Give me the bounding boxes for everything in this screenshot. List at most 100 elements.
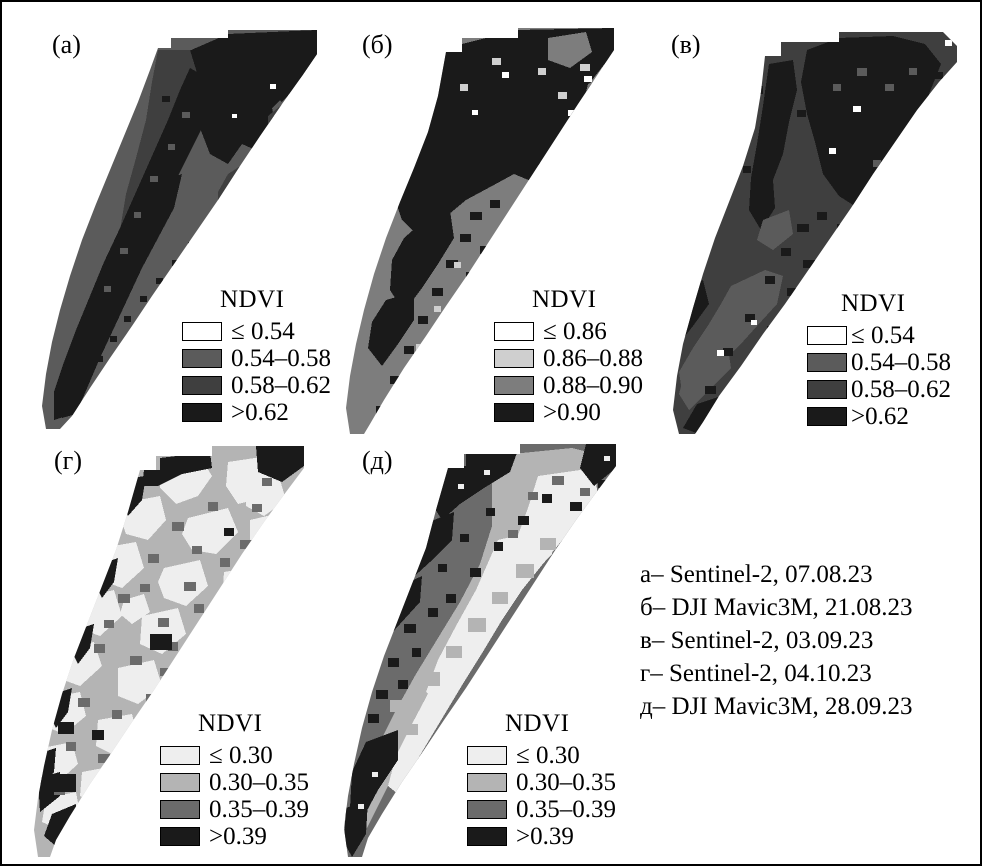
legend-d: NDVI ≤ 0.30 0.30–0.35 0.35–0.39 >0.39: [467, 710, 616, 850]
legend-v-row-4: >0.62: [807, 403, 951, 430]
caption-dash-b: –: [652, 594, 666, 621]
caption-text-v: Sentinel-2, 03.09.23: [670, 627, 874, 654]
legend-a-swatch-2: [182, 349, 222, 368]
caption-code-d: д: [640, 693, 653, 720]
panel-d: (д): [342, 442, 652, 857]
caption-code-b: б: [640, 594, 653, 621]
legend-v-row-2: 0.54–0.58: [807, 349, 951, 376]
legend-b-row-2: 0.86–0.88: [494, 345, 643, 372]
legend-g-swatch-3: [160, 800, 200, 819]
legend-v-text-4: >0.62: [851, 403, 909, 430]
panel-g: (г): [32, 442, 342, 857]
legend-v-text-2: 0.54–0.58: [851, 349, 951, 376]
legend-g-text-4: >0.39: [209, 823, 267, 850]
caption-key: а– Sentinel-2, 07.08.23 б– DJI Mavic3M, …: [640, 558, 912, 723]
caption-line-g: г– Sentinel-2, 04.10.23: [640, 657, 912, 690]
caption-code-g: г: [640, 660, 651, 687]
map-d: [342, 442, 652, 857]
legend-v-row-1: ≤ 0.54: [807, 322, 951, 349]
legend-a: NDVI ≤ 0.54 0.54–0.58 0.58–0.62 >0.62: [182, 286, 331, 426]
legend-b-swatch-1: [494, 322, 534, 341]
caption-text-g: Sentinel-2, 04.10.23: [669, 660, 872, 687]
legend-a-row-2: 0.54–0.58: [182, 345, 331, 372]
legend-d-text-2: 0.30–0.35: [516, 769, 616, 796]
caption-code-v: в: [640, 627, 652, 654]
legend-g-text-3: 0.35–0.39: [209, 796, 309, 823]
legend-g-text-1: ≤ 0.30: [209, 742, 273, 769]
caption-line-v: в– Sentinel-2, 03.09.23: [640, 624, 912, 657]
legend-b: NDVI ≤ 0.86 0.86–0.88 0.88–0.90 >0.90: [494, 286, 643, 426]
caption-line-a: а– Sentinel-2, 07.08.23: [640, 558, 912, 591]
legend-g-swatch-4: [160, 827, 200, 846]
caption-code-a: а: [640, 561, 652, 588]
legend-v-text-1: ≤ 0.54: [851, 322, 915, 349]
panel-g-label: (г): [54, 446, 82, 475]
legend-a-row-1: ≤ 0.54: [182, 318, 331, 345]
legend-v-swatch-4: [807, 407, 847, 426]
legend-d-text-4: >0.39: [516, 823, 574, 850]
caption-dash-a: –: [651, 561, 664, 588]
legend-g-row-1: ≤ 0.30: [160, 742, 309, 769]
legend-b-row-4: >0.90: [494, 399, 643, 426]
caption-dash-v: –: [651, 627, 665, 654]
legend-g-row-3: 0.35–0.39: [160, 796, 309, 823]
legend-d-swatch-1: [467, 746, 507, 765]
panel-d-label: (д): [362, 446, 393, 475]
legend-b-text-2: 0.86–0.88: [543, 345, 643, 372]
legend-d-swatch-3: [467, 800, 507, 819]
legend-a-row-4: >0.62: [182, 399, 331, 426]
caption-line-d: д– DJI Mavic3M, 28.09.23: [640, 690, 912, 723]
legend-d-swatch-4: [467, 827, 507, 846]
legend-a-row-3: 0.58–0.62: [182, 372, 331, 399]
map-a: [32, 24, 332, 429]
legend-d-title: NDVI: [505, 710, 570, 737]
legend-v-swatch-3: [807, 380, 847, 399]
legend-v-row-3: 0.58–0.62: [807, 376, 951, 403]
legend-v: NDVI ≤ 0.54 0.54–0.58 0.58–0.62 >0.62: [807, 290, 951, 430]
legend-g-swatch-1: [160, 746, 200, 765]
legend-b-title: NDVI: [532, 286, 597, 313]
caption-dash-g: –: [650, 660, 663, 687]
caption-text-b: DJI Mavic3M, 21.08.23: [671, 594, 913, 621]
legend-a-text-3: 0.58–0.62: [231, 372, 331, 399]
legend-a-swatch-4: [182, 403, 222, 422]
map-b: [342, 24, 647, 434]
legend-b-swatch-4: [494, 403, 534, 422]
legend-g-row-2: 0.30–0.35: [160, 769, 309, 796]
legend-v-swatch-2: [807, 353, 847, 372]
caption-text-a: Sentinel-2, 07.08.23: [669, 561, 873, 588]
legend-d-text-3: 0.35–0.39: [516, 796, 616, 823]
legend-d-row-1: ≤ 0.30: [467, 742, 616, 769]
panel-b: (б): [342, 24, 647, 434]
legend-a-text-1: ≤ 0.54: [231, 318, 295, 345]
legend-a-title: NDVI: [220, 286, 285, 313]
legend-g-text-2: 0.30–0.35: [209, 769, 309, 796]
caption-line-b: б– DJI Mavic3M, 21.08.23: [640, 591, 912, 624]
map-v: [657, 24, 972, 434]
legend-d-text-1: ≤ 0.30: [516, 742, 580, 769]
panel-a-label: (а): [52, 30, 81, 59]
legend-g-title: NDVI: [198, 710, 263, 737]
caption-dash-d: –: [652, 693, 666, 720]
legend-d-row-3: 0.35–0.39: [467, 796, 616, 823]
legend-v-swatch-1: [807, 326, 847, 345]
legend-v-title: NDVI: [841, 290, 906, 317]
legend-g: NDVI ≤ 0.30 0.30–0.35 0.35–0.39 >0.39: [160, 710, 309, 850]
legend-b-text-4: >0.90: [543, 399, 601, 426]
legend-a-swatch-1: [182, 322, 222, 341]
legend-d-row-2: 0.30–0.35: [467, 769, 616, 796]
legend-b-swatch-2: [494, 349, 534, 368]
caption-text-d: DJI Mavic3M, 28.09.23: [671, 693, 913, 720]
panel-b-label: (б): [362, 30, 393, 59]
panel-a: (а): [32, 24, 332, 429]
legend-a-swatch-3: [182, 376, 222, 395]
legend-b-text-3: 0.88–0.90: [543, 372, 643, 399]
legend-g-row-4: >0.39: [160, 823, 309, 850]
panel-v: (в): [657, 24, 972, 434]
legend-b-text-1: ≤ 0.86: [543, 318, 607, 345]
panel-v-label: (в): [671, 30, 701, 59]
legend-a-text-4: >0.62: [231, 399, 289, 426]
legend-b-swatch-3: [494, 376, 534, 395]
legend-d-swatch-2: [467, 773, 507, 792]
